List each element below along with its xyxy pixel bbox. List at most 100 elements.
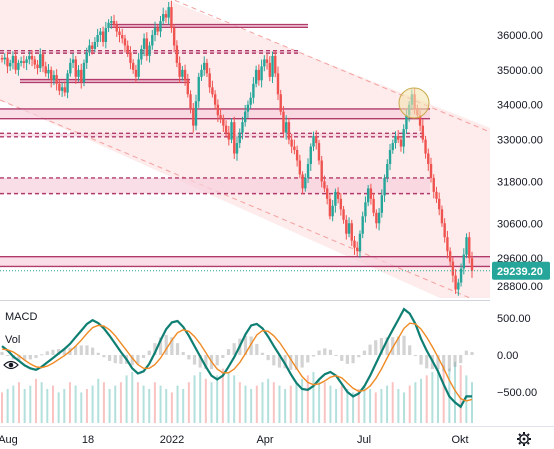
volume-bar-0	[1, 392, 3, 423]
macd-histogram-bar-67	[379, 337, 383, 355]
eye-icon[interactable]	[3, 360, 19, 370]
volume-bar-56	[318, 378, 321, 423]
price-tick-label: 34000.00	[497, 100, 543, 112]
candle-body-30	[82, 62, 86, 83]
candle-body-82	[224, 125, 228, 133]
macd-histogram-bar-47	[266, 355, 270, 361]
candle-body-20	[55, 75, 58, 84]
volume-bar-35	[199, 372, 202, 423]
candle-body-65	[178, 62, 181, 77]
candle-body-68	[186, 80, 190, 95]
signal-line[interactable]	[1, 322, 473, 402]
candle-body-37	[101, 31, 105, 42]
volume-bar-82	[465, 375, 468, 423]
volume-bar-70	[397, 389, 400, 423]
volume-bar-68	[386, 385, 389, 423]
time-axis[interactable]: Aug 18 2022 Apr Jul Okt	[0, 434, 469, 446]
volume-bar-45	[255, 385, 258, 423]
macd-line[interactable]	[1, 307, 472, 409]
time-tick-label: Apr	[256, 434, 273, 446]
volume-bar-37	[210, 382, 213, 423]
candle-body-90	[246, 104, 250, 112]
candle-body-99	[271, 55, 274, 77]
volume-bar-36	[204, 378, 207, 423]
macd-histogram-bar-57	[323, 348, 327, 355]
candle-body-154	[421, 125, 425, 140]
macd-histogram-bar-14	[79, 345, 83, 355]
candle-body-91	[249, 97, 252, 105]
macd-tick-label: 0.00	[497, 350, 518, 362]
macd-histogram-bar-4	[23, 355, 27, 361]
candle-body-62	[170, 7, 173, 29]
candle-body-7	[19, 61, 23, 63]
candle-body-17	[47, 69, 50, 74]
time-tick-label: Jul	[357, 434, 371, 446]
candle-body-3	[8, 62, 12, 67]
macd-histogram-bar-26	[147, 350, 151, 355]
macd-histogram-bar-21	[119, 355, 123, 364]
volume-bar-14	[80, 392, 83, 423]
volume-bar-4	[23, 389, 26, 423]
price-pane[interactable]	[0, 0, 490, 298]
macd-histogram-bar-56	[317, 350, 321, 355]
macd-histogram-bar-17	[96, 352, 100, 355]
candle-body-156	[427, 153, 430, 164]
candle-body-153	[418, 115, 422, 126]
level-zone-4[interactable]	[0, 133, 425, 137]
level-zone-0[interactable]	[110, 24, 308, 28]
volume-bar-46	[261, 382, 264, 423]
last-price-badge[interactable]	[492, 261, 550, 280]
macd-histogram-bar-10	[57, 349, 61, 355]
level-zone-3[interactable]	[0, 108, 430, 119]
macd-histogram-bar-77	[436, 355, 440, 370]
macd-axis[interactable]: 500.00 0.00 −500.00	[497, 313, 537, 399]
macd-histogram-bar-79	[447, 355, 451, 372]
macd-histogram-bar-39	[221, 355, 225, 358]
volume-bar-44	[250, 389, 253, 423]
volume-bar-61	[346, 389, 349, 423]
macd-histogram-bar-19	[107, 355, 112, 361]
macd-histogram-bar-18	[102, 355, 106, 358]
volume-bar-48	[272, 382, 275, 423]
candle-body-144	[394, 136, 397, 144]
level-zone-6[interactable]	[0, 256, 490, 267]
candle-body-129	[353, 240, 356, 248]
macd-histogram-bar-38	[215, 355, 219, 366]
gear-icon[interactable]	[517, 432, 531, 446]
volume-bar-23	[131, 372, 134, 423]
macd-histogram-bar-7	[40, 354, 44, 356]
candle-body-134	[366, 188, 370, 203]
candle-body-139	[380, 195, 384, 213]
candle-body-96	[263, 59, 266, 67]
volume-bar-59	[335, 389, 338, 423]
volume-bar-50	[284, 389, 287, 423]
macd-histogram-bar-13	[74, 346, 78, 355]
volume-bar-11	[63, 389, 66, 423]
candle-body-15	[41, 54, 45, 67]
price-axis[interactable]: 36000.00 35000.00 34000.00 33000.00 31800.00…	[492, 30, 550, 293]
macd-pane[interactable]	[0, 307, 474, 423]
macd-histogram-bar-55	[311, 355, 316, 357]
volume-bar-12	[68, 382, 71, 423]
volume-bar-10	[57, 392, 60, 423]
macd-histogram-bar-82	[464, 350, 468, 355]
macd-histogram-bar-78	[442, 355, 446, 372]
candle-body-9	[25, 59, 28, 63]
macd-histogram-bar-65	[368, 344, 372, 355]
macd-histogram-bar-27	[153, 343, 157, 355]
candle-body-88	[241, 122, 244, 133]
level-zone-5[interactable]	[0, 177, 430, 194]
volume-bar-42	[238, 382, 241, 423]
level-zone-2[interactable]	[20, 79, 190, 83]
candle-body-143	[391, 143, 394, 151]
macd-tick-label: −500.00	[497, 387, 537, 399]
candle-body-35	[96, 35, 99, 42]
highlight-circle[interactable]	[398, 87, 430, 119]
macd-histogram-bar-74	[419, 355, 423, 365]
volume-bar-57	[323, 382, 326, 423]
volume-bar-8	[46, 389, 49, 423]
volume-bar-38	[216, 375, 219, 423]
volume-bar-6	[34, 378, 37, 423]
candle-body-77	[211, 87, 214, 95]
